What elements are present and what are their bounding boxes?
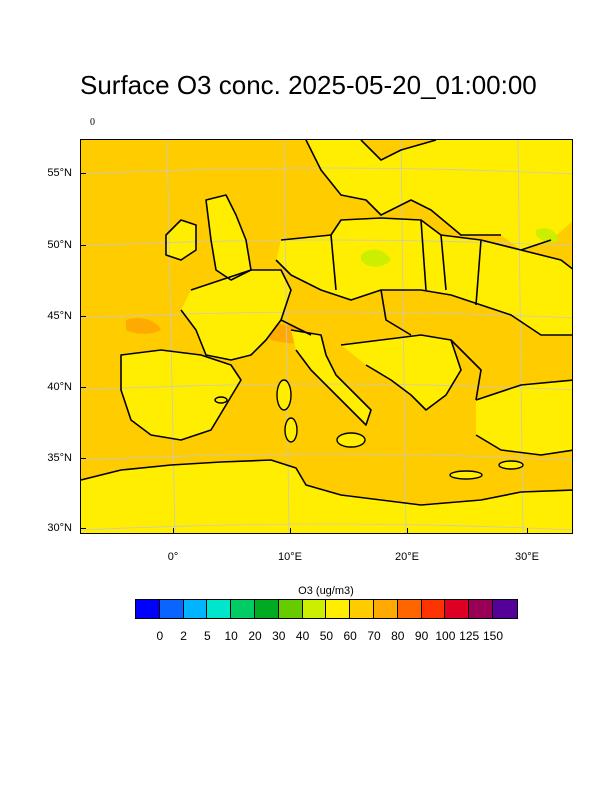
- land-anatolia: [476, 380, 572, 455]
- high-ozone-patch: [126, 318, 161, 334]
- lat-tick: [80, 245, 86, 246]
- colorbar-label: 30: [272, 629, 286, 643]
- lon-tick: [527, 528, 528, 534]
- land-france: [181, 270, 291, 360]
- colorbar-label: 90: [414, 629, 429, 643]
- land-great-britain: [206, 195, 251, 280]
- lat-label: 35°N: [47, 452, 72, 464]
- colorbar-swatch: [397, 600, 422, 618]
- coastlines: [81, 140, 572, 506]
- lon-label: 20°E: [395, 551, 419, 563]
- colorbar-swatch: [492, 600, 517, 618]
- lat-tick: [80, 528, 86, 529]
- lat-label: 55°N: [47, 167, 72, 179]
- land-balkans: [341, 335, 461, 410]
- colorbar-label: 2: [180, 629, 187, 643]
- colorbar-swatch: [302, 600, 327, 618]
- colorbar-label: 40: [295, 629, 310, 643]
- colorbar-swatch: [254, 600, 279, 618]
- colorbar-label: 5: [204, 629, 211, 643]
- lat-tick: [80, 387, 86, 388]
- colorbar-label: 80: [391, 629, 405, 643]
- colorbar-swatch: [421, 600, 446, 618]
- colorbar-label: 0: [156, 629, 164, 643]
- colorbar-swatch: [159, 600, 184, 618]
- colorbar-swatch: [183, 600, 208, 618]
- low-ozone-patch: [536, 228, 559, 243]
- lat-tick: [80, 458, 86, 459]
- low-ozone-patch: [361, 249, 391, 267]
- land-italy: [291, 330, 371, 425]
- land-ireland: [166, 220, 196, 260]
- colorbar-label: 50: [319, 629, 334, 643]
- lon-label: 10°E: [278, 551, 302, 563]
- lon-label: 0°: [167, 551, 179, 563]
- land-central-europe: [276, 218, 572, 335]
- map-panel: [80, 139, 573, 534]
- colorbar-swatch: [373, 600, 398, 618]
- graticule: [81, 140, 572, 533]
- colorbar-label: 60: [343, 629, 357, 643]
- colorbar-swatch: [469, 600, 493, 618]
- lat-tick: [80, 173, 86, 174]
- colorbar-label: 150: [482, 629, 504, 643]
- lat-label: 30°N: [47, 522, 72, 534]
- colorbar-swatch: [445, 600, 470, 618]
- colorbar-label: 70: [367, 629, 381, 643]
- colorbar-swatch: [207, 600, 232, 618]
- lat-label: 45°N: [47, 310, 72, 322]
- ozone-map: [81, 140, 572, 533]
- colorbar-swatch: [278, 600, 303, 618]
- colorbar-label: 10: [224, 629, 238, 643]
- lon-label: 30°E: [515, 551, 539, 563]
- colorbar-swatch: [326, 600, 351, 618]
- lat-tick: [80, 316, 86, 317]
- land-iberia: [121, 350, 241, 440]
- lon-tick: [407, 528, 408, 534]
- colorbar-label: 125: [459, 629, 480, 643]
- islands: [214, 379, 524, 480]
- map-title: Surface O3 conc. 2025-05-20_01:00:00: [80, 70, 537, 100]
- colorbar-title: O3 (ug/m3): [298, 585, 354, 597]
- lon-tick: [290, 528, 291, 534]
- colorbar-label: 100: [435, 629, 456, 643]
- colorbar-swatch: [350, 600, 374, 618]
- colorbar: [135, 599, 518, 619]
- lat-label: 40°N: [47, 381, 72, 393]
- land-scandinavia: [306, 140, 572, 250]
- colorbar-label: 20: [248, 629, 262, 643]
- land-north-africa: [81, 460, 572, 533]
- lon-tick: [173, 528, 174, 534]
- colorbar-swatch: [231, 600, 255, 618]
- colorbar-swatch: [136, 600, 160, 618]
- map-subtitle-label: 0: [90, 117, 95, 128]
- lat-label: 50°N: [47, 239, 72, 251]
